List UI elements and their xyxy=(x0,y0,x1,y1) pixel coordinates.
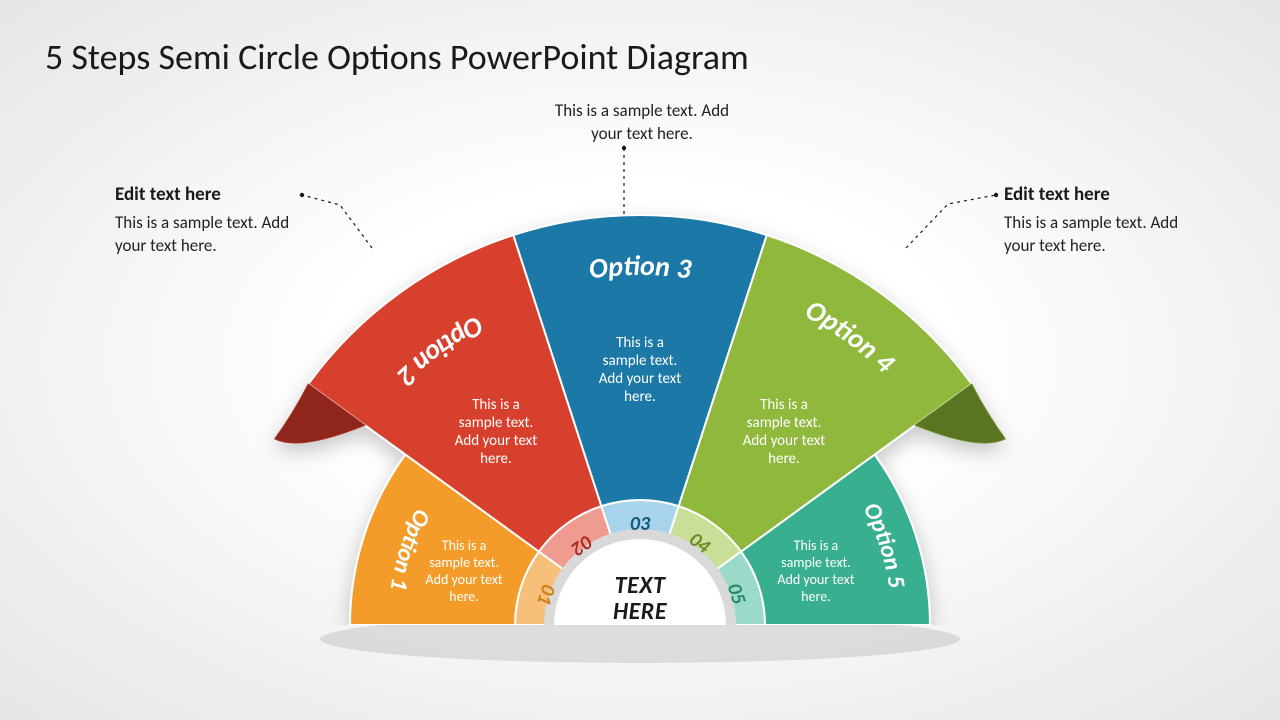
semi-circle-diagram: Option 1This is asample text.Add your te… xyxy=(0,0,1280,720)
leader-dot xyxy=(622,146,626,150)
leader-line xyxy=(302,195,372,248)
leader-dot xyxy=(994,193,998,197)
leader-dot xyxy=(300,193,304,197)
wedge-number-03: 03 xyxy=(630,512,651,536)
leader-line xyxy=(906,195,996,248)
hub-text: TEXTHERE xyxy=(613,571,668,626)
